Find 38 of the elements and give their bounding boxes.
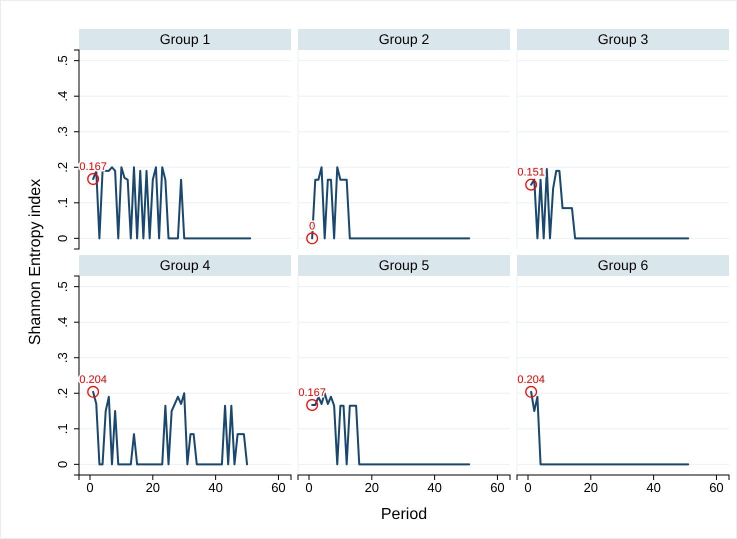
data-label: 0.167 xyxy=(298,386,326,399)
x-tick-label: 60 xyxy=(490,480,505,496)
chart-title: Group 1 xyxy=(160,31,211,47)
y-tick-label: 0 xyxy=(55,234,70,242)
x-tick-label: 40 xyxy=(646,480,661,496)
y-tick-label: .1 xyxy=(55,423,70,434)
y-tick-label: .2 xyxy=(55,388,70,399)
x-tick-label: 40 xyxy=(208,480,223,496)
y-tick-label: .4 xyxy=(55,316,70,328)
line-series xyxy=(92,390,248,466)
x-tick-label: 0 xyxy=(524,480,532,496)
y-tick-label: .1 xyxy=(55,197,70,208)
x-tick-label: 0 xyxy=(305,480,313,496)
chart-title: Group 5 xyxy=(378,257,430,273)
data-label: 0.204 xyxy=(517,374,545,386)
chart-title: Group 3 xyxy=(598,31,649,47)
data-label: 0.167 xyxy=(79,160,107,173)
x-tick-label: 20 xyxy=(364,480,380,496)
y-tick-label: .5 xyxy=(55,281,70,292)
y-axis-title: Shannon Entropy index xyxy=(27,178,44,346)
x-tick-label: 20 xyxy=(146,480,160,496)
data-label: 0.204 xyxy=(79,374,107,386)
x-axis-title: Period xyxy=(380,506,428,523)
y-tick-label: .3 xyxy=(55,126,70,138)
y-tick-label: .4 xyxy=(55,90,70,102)
x-tick-label: 20 xyxy=(584,480,598,496)
y-tick-label: .5 xyxy=(55,55,70,66)
y-tick-label: 0 xyxy=(55,460,70,468)
y-tick-label: .2 xyxy=(55,162,70,173)
y-tick-label: .3 xyxy=(55,352,70,364)
x-tick-label: 40 xyxy=(427,480,442,496)
x-tick-label: 60 xyxy=(271,480,286,496)
x-tick-label: 60 xyxy=(709,480,724,496)
data-label: 0.151 xyxy=(517,166,545,179)
chart-title: Group 2 xyxy=(378,31,430,47)
chart-title: Group 6 xyxy=(598,257,649,273)
x-tick-label: 0 xyxy=(86,480,94,496)
chart-title: Group 4 xyxy=(160,257,211,273)
